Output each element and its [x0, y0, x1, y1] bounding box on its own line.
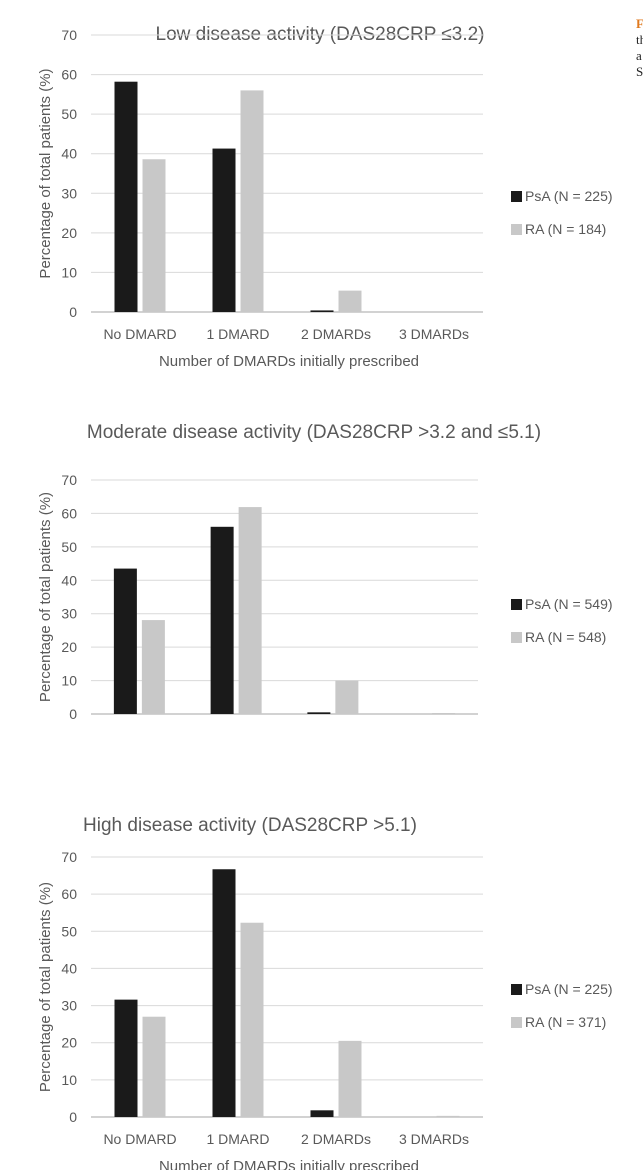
figure-caption-fragment: F th a S [636, 16, 643, 80]
legend-label-ra: RA (N = 548) [525, 629, 606, 645]
bar-ra-2 [240, 922, 264, 1117]
x-tick-label: No DMARD [103, 728, 176, 730]
y-tick-label: 40 [61, 572, 77, 588]
y-tick-label: 30 [61, 606, 77, 622]
bar-psa-1 [114, 999, 138, 1117]
legend-label-psa: PsA (N = 225) [525, 188, 613, 204]
x-tick-label: 1 DMARD [206, 1131, 269, 1147]
legend-label-psa: PsA (N = 549) [525, 596, 613, 612]
x-tick-label: No DMARD [103, 326, 176, 342]
y-tick-label: 0 [69, 706, 77, 722]
x-tick-label: 2 DMARDs [301, 1131, 371, 1147]
x-tick-label: 2 DMARDs [301, 326, 371, 342]
caption-line-4: S [636, 64, 643, 79]
bar-psa-3 [310, 310, 334, 312]
chart-title: Moderate disease activity (DAS28CRP >3.2… [87, 422, 541, 443]
x-axis-label: Number of DMARDs initially prescribed [159, 1158, 419, 1170]
legend-swatch-psa [511, 599, 522, 610]
x-axis-label: Number of DMARDs initially prescribed [159, 353, 419, 370]
y-tick-label: 10 [61, 673, 77, 689]
y-tick-label: 70 [61, 27, 77, 43]
bar-psa-2 [210, 526, 234, 714]
y-tick-label: 70 [61, 849, 77, 865]
bar-psa-3 [307, 712, 331, 714]
legend-swatch-ra [511, 224, 522, 235]
y-tick-label: 70 [61, 472, 77, 488]
y-tick-label: 40 [61, 960, 77, 976]
legend-label-ra: RA (N = 371) [525, 1014, 606, 1030]
y-tick-label: 20 [61, 639, 77, 655]
bar-ra-1 [141, 620, 165, 714]
chart-panel-1: Low disease activity (DAS28CRP ≤3.2)0102… [37, 24, 613, 370]
y-tick-label: 20 [61, 225, 77, 241]
bar-ra-4 [432, 713, 456, 714]
y-tick-label: 30 [61, 998, 77, 1014]
y-tick-label: 20 [61, 1035, 77, 1051]
bar-ra-3 [338, 290, 362, 312]
y-tick-label: 10 [61, 1072, 77, 1088]
bar-psa-1 [113, 568, 137, 714]
legend-label-psa: PsA (N = 225) [525, 981, 613, 997]
x-tick-label: No DMARD [103, 1131, 176, 1147]
caption-line-1: F [636, 16, 643, 31]
chart-panel-3: High disease activity (DAS28CRP >5.1) 0 10… [37, 815, 613, 1170]
y-axis-label: Percentage of total patients (%) [37, 492, 54, 702]
bar-ra-3 [338, 1040, 362, 1117]
bar-ra-1 [142, 1016, 166, 1117]
x-tick-label: 1 DMARD [206, 326, 269, 342]
x-tick-label: 3 DMARDs [399, 1131, 469, 1147]
x-tick-label: 3 DMARDs [399, 326, 469, 342]
legend-label-ra: RA (N = 184) [525, 221, 606, 237]
y-tick-label: 50 [61, 923, 77, 939]
caption-line-2: th [636, 32, 643, 47]
y-tick-label: 10 [61, 264, 77, 280]
chart-title: High disease activity (DAS28CRP >5.1) [83, 815, 417, 836]
bar-ra-1 [142, 159, 166, 312]
bar-ra-2 [238, 507, 262, 714]
legend-swatch-psa [511, 984, 522, 995]
y-tick-label: 50 [61, 539, 77, 555]
y-tick-label: 60 [61, 505, 77, 521]
bar-ra-2 [240, 90, 264, 313]
y-axis-label: Percentage of total patients (%) [37, 68, 54, 278]
caption-line-3: a [636, 48, 642, 63]
y-tick-label: 0 [69, 304, 77, 320]
bar-psa-2 [212, 869, 236, 1117]
x-tick-label: 2 DMARDs [298, 728, 368, 730]
y-tick-label: 50 [61, 106, 77, 122]
bar-psa-3 [310, 1110, 334, 1117]
legend-swatch-psa [511, 191, 522, 202]
bar-psa-2 [212, 148, 236, 312]
y-tick-label: 40 [61, 146, 77, 162]
x-tick-label: 1 DMARD [205, 728, 268, 730]
chart-panel-2: Moderate disease activity (DAS28CRP >3.2… [37, 422, 613, 730]
y-tick-label: 30 [61, 185, 77, 201]
legend-swatch-ra [511, 632, 522, 643]
bar-ra-3 [335, 680, 359, 714]
bar-ra-4 [436, 1115, 460, 1117]
x-tick-label: 3 DMARDs [395, 728, 465, 730]
bar-psa-1 [114, 81, 138, 313]
y-axis-label: Percentage of total patients (%) [37, 882, 54, 1092]
y-tick-label: 60 [61, 67, 77, 83]
legend-swatch-ra [511, 1017, 522, 1028]
y-tick-label: 0 [69, 1109, 77, 1125]
y-tick-label: 60 [61, 886, 77, 902]
